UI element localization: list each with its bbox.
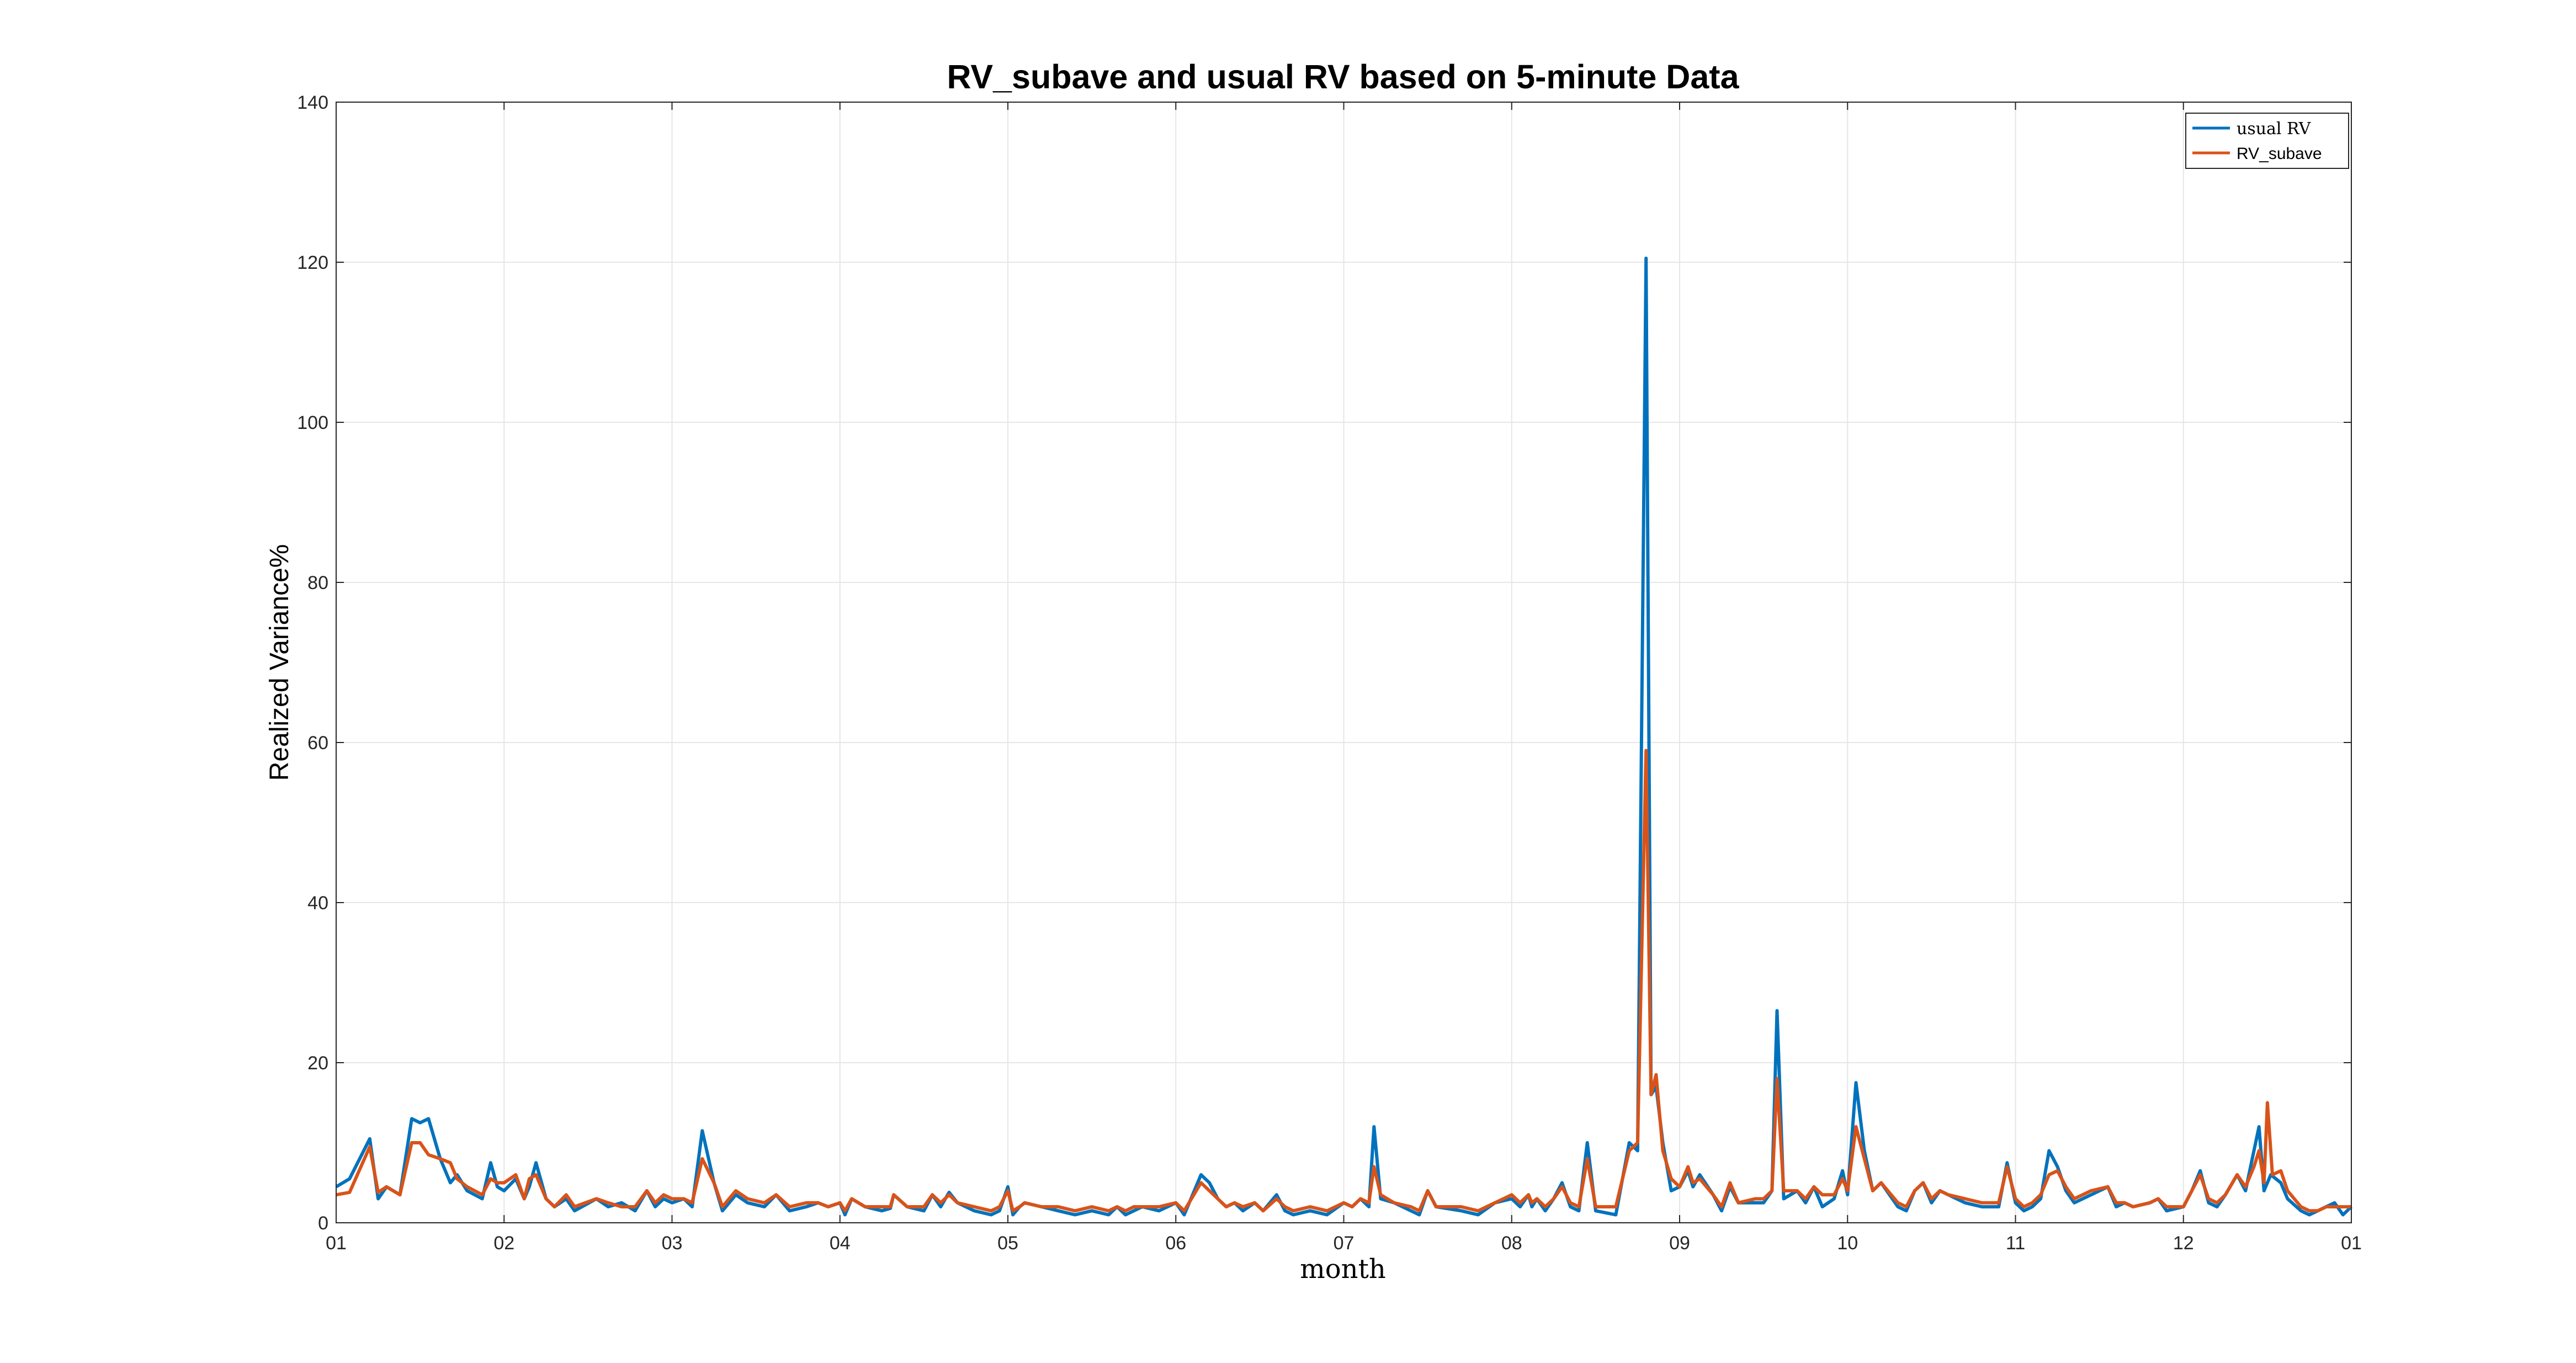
- axes: [336, 102, 2352, 1223]
- x-tick-label: 04: [830, 1233, 851, 1254]
- y-tick-label: 40: [307, 893, 328, 914]
- x-tick-label: 10: [1837, 1233, 1858, 1254]
- grid-lines: [336, 102, 2351, 1223]
- axes-box: [336, 102, 2352, 1223]
- x-tick-label: 05: [997, 1233, 1018, 1254]
- x-tick-label: 02: [493, 1233, 514, 1254]
- y-tick-label: 80: [307, 572, 328, 593]
- legend-label-rv-subave: RV_subave: [2237, 145, 2322, 163]
- x-tick-label: 03: [662, 1233, 683, 1254]
- legend-label-usual-rv: usual RV: [2237, 119, 2312, 139]
- series-lines: [335, 256, 2353, 1217]
- tick-labels: 01 02 03 04 05 06 07 08 09 10 11 12 0102040608010012…: [297, 92, 2362, 1254]
- x-tick-label: 06: [1165, 1233, 1186, 1254]
- y-tick-label: 0: [318, 1213, 328, 1234]
- x-tick-label: 07: [1334, 1233, 1355, 1254]
- y-tick-label: 120: [297, 252, 328, 273]
- x-tick-label: 01: [326, 1233, 347, 1254]
- y-tick-label: 100: [297, 412, 328, 433]
- x-tick-label: 01: [2341, 1233, 2362, 1254]
- y-tick-label: 60: [307, 733, 328, 754]
- x-axis-label: month: [1300, 1254, 1386, 1285]
- legend-box: [2185, 113, 2349, 169]
- x-tick-label: 12: [2173, 1233, 2194, 1254]
- y-axis-label: Realized Variance%: [265, 544, 294, 781]
- x-tick-label: 11: [2006, 1233, 2025, 1254]
- y-tick-label: 20: [307, 1053, 328, 1074]
- x-tick-label: 08: [1501, 1233, 1522, 1254]
- chart-title: RV_subave and usual RV based on 5-minute…: [947, 58, 1739, 96]
- y-tick-label: 140: [297, 92, 328, 113]
- legend: usual RV RV_subave: [2185, 113, 2349, 169]
- x-tick-label: 09: [1669, 1233, 1690, 1254]
- series-line-1: [336, 749, 2351, 1213]
